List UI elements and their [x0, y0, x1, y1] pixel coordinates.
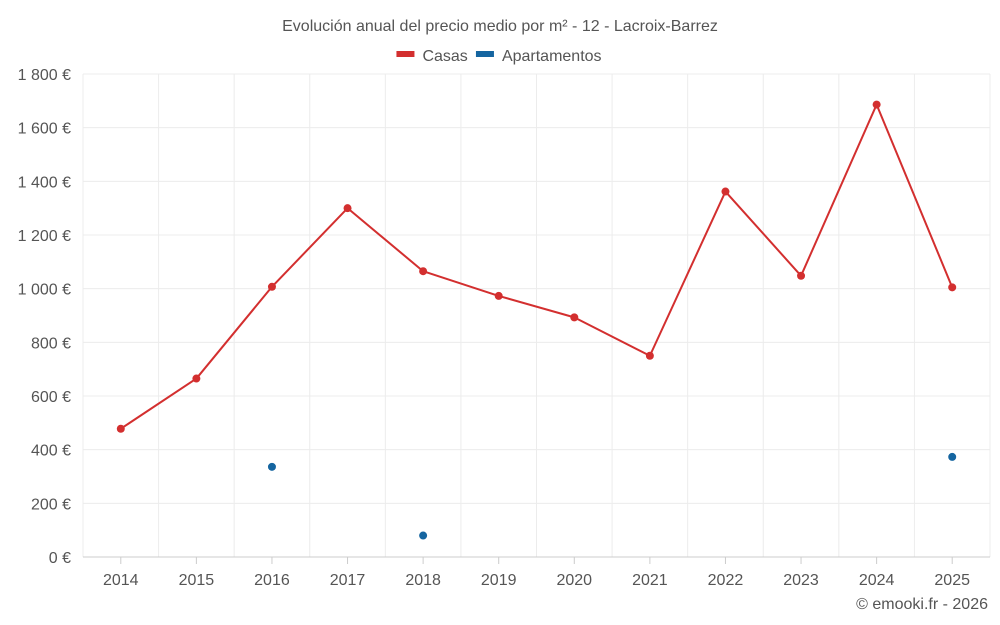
- legend-label: Apartamentos: [502, 48, 602, 65]
- y-tick-label: 1 200 €: [18, 228, 71, 245]
- legend-swatch-casas: [396, 51, 415, 57]
- data-point-casas: [419, 267, 428, 276]
- data-point-casas: [570, 313, 579, 322]
- x-tick-label: 2023: [783, 572, 819, 589]
- y-tick-label: 800 €: [31, 335, 71, 352]
- y-tick-label: 600 €: [31, 389, 71, 406]
- x-tick-label: 2020: [556, 572, 592, 589]
- y-tick-label: 400 €: [31, 443, 71, 460]
- data-point-casas: [797, 271, 806, 280]
- legend-item-casas[interactable]: Casas: [396, 48, 468, 65]
- x-axis: 2014 2015 2016 2017 2018 2019 2020 2021 2022 2023…: [83, 556, 990, 589]
- x-tick-label: 2018: [405, 572, 441, 589]
- legend-item-apartamentos[interactable]: Apartamentos: [475, 48, 602, 65]
- y-axis: 0 € 200 € 400 € 600 € 800 € 1 000 € 1 200 € 1 4…: [18, 67, 71, 567]
- x-tick-label: 2024: [859, 572, 895, 589]
- chart-title: Evolución anual del precio medio por m² …: [282, 18, 718, 35]
- y-tick-label: 1 600 €: [18, 121, 71, 138]
- x-tick-label: 2019: [481, 572, 517, 589]
- x-tick-label: 2015: [179, 572, 215, 589]
- x-tick-label: 2014: [103, 572, 139, 589]
- x-tick-label: 2017: [330, 572, 366, 589]
- x-tick-label: 2025: [934, 572, 970, 589]
- x-tick-label: 2021: [632, 572, 668, 589]
- credit-text: © emooki.fr - 2026: [856, 596, 988, 613]
- legend[interactable]: Casas Apartamentos: [396, 48, 602, 65]
- y-tick-label: 1 800 €: [18, 67, 71, 84]
- y-tick-label: 1 000 €: [18, 282, 71, 299]
- y-tick-label: 200 €: [31, 496, 71, 513]
- data-point-casas: [267, 282, 276, 291]
- legend-swatch-apartamentos: [475, 51, 494, 57]
- data-point-casas: [192, 374, 201, 383]
- data-point-apartamentos: [419, 531, 428, 540]
- x-tick-label: 2022: [708, 572, 744, 589]
- data-point-casas: [948, 283, 957, 292]
- data-point-casas: [494, 291, 503, 300]
- data-point-apartamentos: [267, 462, 276, 471]
- y-tick-label: 1 400 €: [18, 174, 71, 191]
- data-point-casas: [343, 204, 352, 213]
- series-layer: [116, 100, 957, 540]
- gridlines: [82, 73, 991, 558]
- data-point-casas: [721, 187, 730, 196]
- legend-label: Casas: [422, 48, 467, 65]
- data-point-casas: [872, 100, 881, 109]
- data-point-casas: [116, 424, 125, 433]
- x-tick-label: 2016: [254, 572, 290, 589]
- data-point-apartamentos: [948, 452, 957, 461]
- data-point-casas: [645, 351, 654, 360]
- series-line-casas: [120, 103, 954, 430]
- y-tick-label: 0 €: [49, 550, 71, 567]
